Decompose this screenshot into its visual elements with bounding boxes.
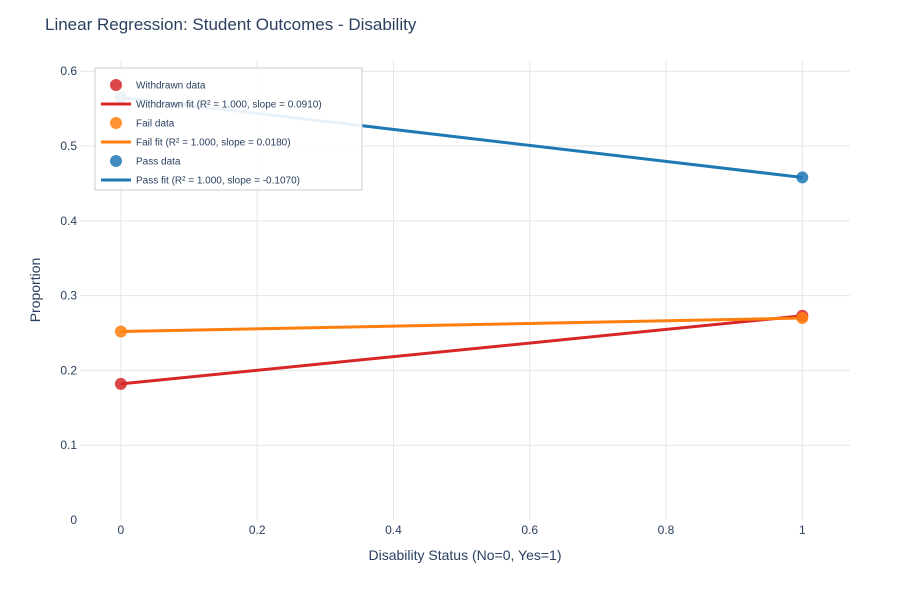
y-tick-label: 0.1	[60, 438, 77, 452]
legend-label-2: Fail data	[136, 119, 175, 130]
x-tick-label: 0.2	[249, 523, 266, 537]
x-tick-label: 1	[799, 523, 806, 537]
y-tick-label: 0	[70, 513, 77, 527]
legend[interactable]: Withdrawn data Withdrawn fit (R² = 1.000,…	[94, 67, 363, 191]
y-tick-label: 0.4	[60, 214, 77, 228]
legend-item-1[interactable]: Withdrawn fit (R² = 1.000, slope = 0.091…	[101, 100, 322, 111]
legend-label-4: Pass data	[136, 157, 181, 168]
y-tick-label: 0.2	[60, 363, 77, 377]
legend-box	[94, 67, 363, 191]
series-line-1	[120, 314, 803, 386]
legend-item-4[interactable]: Pass data	[110, 155, 181, 168]
y-tick-label: 0.6	[60, 64, 77, 78]
legend-label-0: Withdrawn data	[136, 81, 206, 92]
grid-layer	[80, 60, 850, 520]
legend-marker-2	[110, 117, 122, 129]
x-tick-label: 0.4	[385, 523, 402, 537]
legend-label-3: Fail fit (R² = 1.000, slope = 0.0180)	[136, 138, 291, 149]
chart-title: Linear Regression: Student Outcomes - Di…	[45, 15, 417, 34]
legend-label-5: Pass fit (R² = 1.000, slope = -0.1070)	[136, 176, 300, 187]
x-axis-title: Disability Status (No=0, Yes=1)	[369, 547, 562, 563]
x-tick-label: 0.8	[658, 523, 675, 537]
legend-label-1: Withdrawn fit (R² = 1.000, slope = 0.091…	[136, 100, 322, 111]
y-tick-label: 0.3	[60, 289, 77, 303]
data-point-4-1[interactable]	[796, 171, 809, 184]
data-point-0-0[interactable]	[114, 377, 127, 390]
x-tick-label: 0	[118, 523, 125, 537]
legend-item-0[interactable]: Withdrawn data	[110, 79, 206, 92]
legend-item-3[interactable]: Fail fit (R² = 1.000, slope = 0.0180)	[101, 138, 291, 149]
data-point-2-1[interactable]	[796, 312, 809, 325]
x-tick-label: 0.6	[521, 523, 538, 537]
legend-item-2[interactable]: Fail data	[110, 117, 175, 130]
data-point-2-0[interactable]	[114, 325, 127, 338]
legend-marker-4	[110, 155, 122, 167]
tick-layer: 0 0.2 0.4 0.6 0.8 1 0 0.1 0.2 0.3 0.4 0.5 0.6	[60, 64, 806, 537]
series-line-3	[120, 316, 803, 334]
legend-item-5[interactable]: Pass fit (R² = 1.000, slope = -0.1070)	[101, 176, 300, 187]
y-axis-title: Proportion	[27, 258, 43, 323]
y-tick-label: 0.5	[60, 139, 77, 153]
legend-marker-0	[110, 79, 122, 91]
